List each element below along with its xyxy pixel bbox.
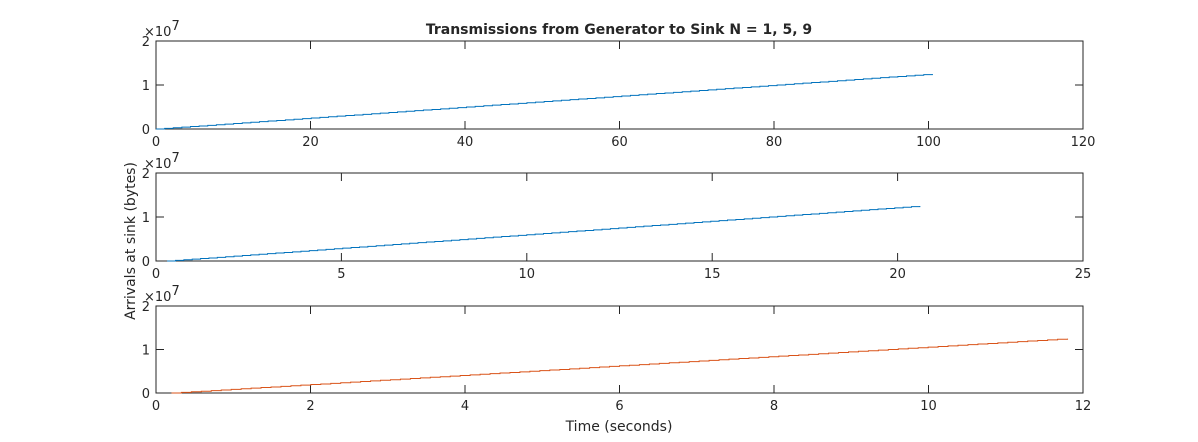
axes-box	[155, 305, 1084, 394]
x-tick-label: 5	[337, 267, 345, 282]
y-tick-label: 1	[142, 211, 150, 226]
y-tick-label: 2	[142, 167, 150, 182]
x-tick-label: 0	[152, 135, 160, 150]
y-exponent-label: ×107	[144, 19, 180, 40]
x-tick-label: 0	[152, 267, 160, 282]
y-tick-label: 2	[142, 35, 150, 50]
series-line-1-1	[156, 74, 933, 130]
axes-1: 0 20 40 60 80 100 120 0 1 2×107	[142, 19, 1096, 150]
x-tick-label: 100	[916, 135, 941, 150]
y-tick-label: 1	[142, 79, 150, 94]
x-tick-label: 2	[306, 399, 314, 414]
x-axis-label: Time (seconds)	[565, 419, 673, 435]
axes-box	[155, 172, 1084, 262]
x-tick-label: 15	[704, 267, 721, 282]
y-tick-label: 1	[142, 344, 150, 359]
x-tick-label: 120	[1071, 135, 1096, 150]
x-tick-label: 60	[611, 135, 628, 150]
x-tick-label: 10	[519, 267, 536, 282]
x-tick-label: 25	[1075, 267, 1092, 282]
series-line-2-1	[167, 206, 921, 262]
x-tick-label: 0	[152, 399, 160, 414]
series-line-3-1	[171, 338, 1069, 394]
y-tick-label: 0	[142, 123, 150, 138]
x-tick-label: 20	[302, 135, 319, 150]
x-tick-label: 4	[461, 399, 469, 414]
y-tick-label: 0	[142, 255, 150, 270]
y-tick-label: 2	[142, 300, 150, 315]
y-axis-label: Arrivals at sink (bytes)	[123, 162, 139, 320]
y-tick-label: 0	[142, 387, 150, 402]
x-tick-label: 40	[457, 135, 474, 150]
x-tick-label: 6	[615, 399, 623, 414]
x-tick-label: 20	[889, 267, 906, 282]
y-exponent-label: ×107	[144, 284, 180, 305]
x-tick-label: 10	[920, 399, 937, 414]
y-exponent-label: ×107	[144, 151, 180, 172]
x-tick-label: 8	[770, 399, 778, 414]
axes-2: 0 5 10 15 20 25 0 1 2×107	[142, 151, 1092, 282]
x-tick-label: 12	[1075, 399, 1092, 414]
figure-title: Transmissions from Generator to Sink N =…	[426, 22, 812, 38]
x-tick-label: 80	[766, 135, 783, 150]
axes-box	[155, 40, 1084, 130]
